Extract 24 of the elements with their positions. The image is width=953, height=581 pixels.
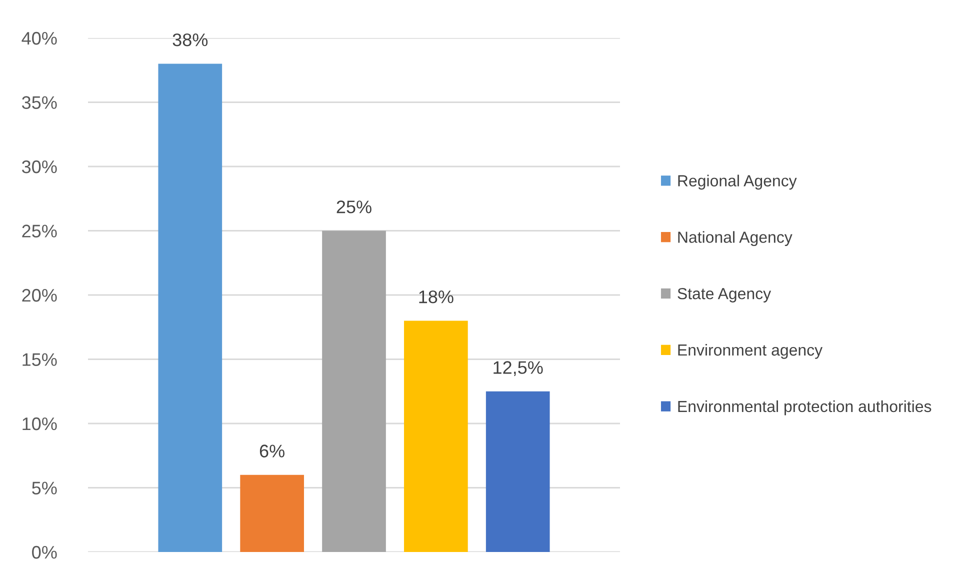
y-tick-label: 30% (22, 160, 57, 174)
legend-label: Environment agency (678, 344, 823, 359)
bar (322, 230, 386, 552)
y-tick-label: 35% (22, 96, 57, 109)
y-tick-label: 15% (22, 353, 57, 366)
data-label: 18% (419, 290, 454, 304)
legend-label: Regional Agency (678, 174, 797, 190)
data-label: 6% (260, 444, 284, 458)
y-tick-label: 0% (32, 546, 57, 559)
legend-label: State Agency (678, 288, 772, 302)
legend-label: National Agency (678, 231, 792, 246)
y-tick-label: 40% (22, 32, 57, 45)
bar (158, 64, 222, 552)
bar (486, 391, 550, 552)
y-tick-label: 25% (22, 224, 57, 238)
y-tick-label: 20% (22, 288, 57, 302)
y-tick-label: 10% (22, 417, 57, 430)
bar (404, 320, 468, 552)
data-label: 38% (172, 33, 208, 46)
bar (240, 474, 304, 552)
y-tick-label: 5% (32, 482, 57, 494)
data-label: 25% (336, 200, 372, 214)
legend-label: Environmental protection authorities (678, 400, 932, 416)
data-label: 12,5% (494, 361, 543, 376)
